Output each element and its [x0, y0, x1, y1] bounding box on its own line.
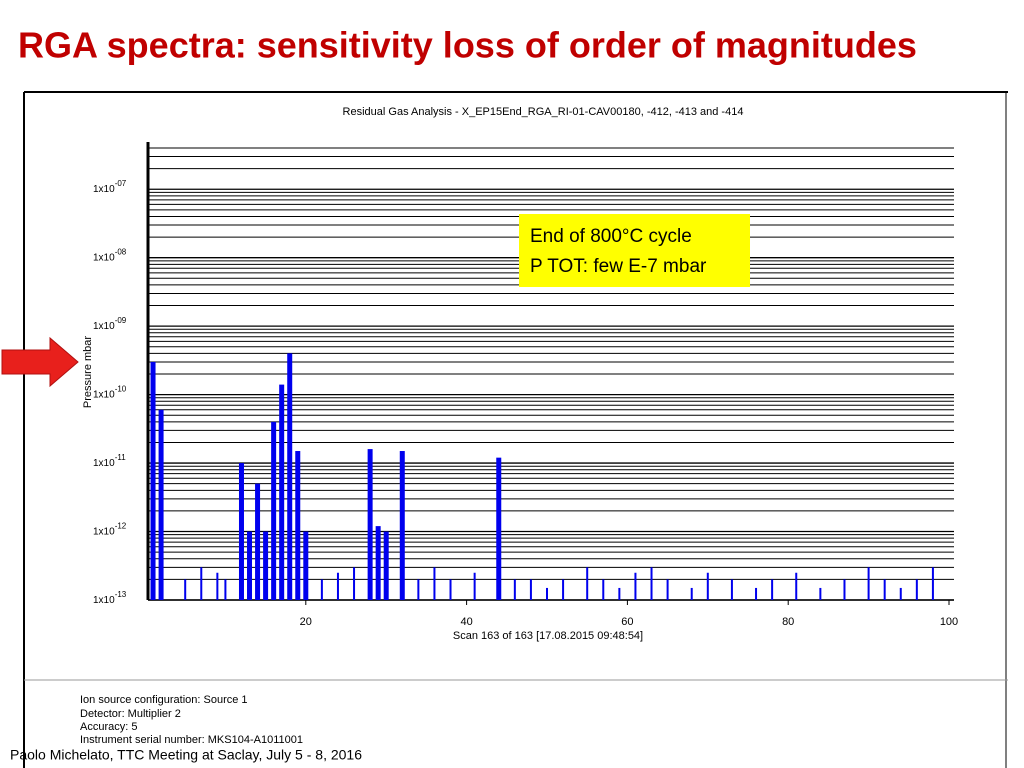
- peak: [224, 579, 227, 600]
- peak: [433, 567, 436, 600]
- peak: [336, 572, 339, 600]
- y-tick-label-base: 1x10: [93, 595, 115, 606]
- y-tick-label-base: 1x10: [93, 526, 115, 537]
- peak: [618, 587, 621, 600]
- y-tick-label-base: 1x10: [93, 389, 115, 400]
- peak: [602, 579, 605, 600]
- annotation: P TOT: few E-7 mbar: [530, 256, 707, 277]
- peak: [353, 567, 356, 600]
- peak: [513, 579, 516, 600]
- peak: [158, 409, 164, 600]
- y-tick-label: 1x10-12: [93, 522, 127, 538]
- x-axis-label: Scan 163 of 163 [17.08.2015 09:48:54]: [453, 630, 643, 642]
- peak: [449, 579, 452, 600]
- x-tick-label: 20: [300, 616, 312, 628]
- y-tick-label-exponent: -13: [115, 590, 127, 599]
- peak: [730, 579, 733, 600]
- peak: [399, 451, 405, 600]
- peak: [883, 579, 886, 600]
- peak: [271, 421, 277, 600]
- peak: [915, 579, 918, 600]
- peak: [899, 587, 902, 600]
- peak: [287, 353, 293, 600]
- y-tick-label: 1x10-08: [93, 248, 127, 264]
- peak: [819, 587, 822, 600]
- peak: [303, 531, 309, 600]
- peak: [586, 567, 589, 600]
- peak: [931, 567, 934, 600]
- y-tick-label-exponent: -12: [115, 522, 127, 531]
- y-tick-label-exponent: -10: [115, 385, 127, 394]
- y-tick-label: 1x10-09: [93, 316, 127, 332]
- x-tick-label: 100: [940, 616, 958, 628]
- y-tick-label-base: 1x10: [93, 252, 115, 263]
- info-line: Ion source configuration: Source 1: [80, 694, 248, 706]
- peak: [383, 531, 389, 600]
- y-tick-label: 1x10-11: [93, 453, 126, 469]
- peak: [546, 587, 548, 600]
- plot: 1x10-131x10-121x10-111x10-101x10-091x10-…: [93, 142, 958, 628]
- peak: [634, 572, 637, 600]
- x-tick-label: 80: [782, 616, 794, 628]
- peak: [184, 579, 187, 600]
- y-tick-label-exponent: -11: [115, 453, 127, 462]
- peak: [867, 567, 870, 600]
- x-tick-label: 60: [621, 616, 633, 628]
- peak: [295, 451, 301, 600]
- peak: [690, 587, 693, 600]
- peak: [417, 579, 420, 600]
- annotation: End of 800°C cycle: [530, 226, 692, 247]
- peak: [238, 463, 244, 600]
- peak: [200, 567, 203, 600]
- y-tick-label-base: 1x10: [93, 184, 115, 195]
- info-line: Instrument serial number: MKS104-A101100…: [80, 734, 303, 746]
- peak: [562, 579, 565, 600]
- y-tick-label-exponent: -09: [115, 316, 127, 325]
- chart-title: Residual Gas Analysis - X_EP15End_RGA_RI…: [343, 106, 744, 118]
- peak: [666, 579, 669, 600]
- peak: [216, 572, 219, 600]
- peak: [496, 457, 502, 600]
- slide-title: RGA spectra: sensitivity loss of order o…: [18, 25, 917, 66]
- peak: [255, 483, 261, 600]
- x-tick-label: 40: [460, 616, 472, 628]
- info-line: Detector: Multiplier 2: [80, 708, 181, 720]
- y-tick-label: 1x10-13: [93, 590, 127, 606]
- peak: [843, 579, 846, 600]
- footer: Paolo Michelato, TTC Meeting at Saclay, …: [10, 747, 362, 763]
- peak: [771, 579, 774, 600]
- arrow: [1, 336, 79, 388]
- peak: [755, 587, 758, 600]
- y-tick-label-base: 1x10: [93, 458, 115, 469]
- peak: [263, 531, 269, 600]
- y-tick-label-exponent: -07: [115, 179, 127, 188]
- peak: [375, 526, 381, 600]
- peak: [706, 572, 709, 600]
- peak: [247, 531, 253, 600]
- info-line: Accuracy: 5: [80, 721, 137, 733]
- peak: [279, 384, 285, 600]
- y-tick-label: 1x10-07: [93, 179, 127, 195]
- y-tick-label-base: 1x10: [93, 321, 115, 332]
- y-tick-label: 1x10-10: [93, 385, 127, 401]
- chart-frame: [23, 91, 1008, 768]
- peak: [795, 572, 798, 600]
- annotation-box: [519, 214, 750, 287]
- peak: [367, 449, 373, 600]
- peak: [150, 361, 156, 600]
- y-axis-label: Pressure mbar: [82, 336, 94, 408]
- peak: [529, 579, 532, 600]
- peak: [320, 579, 323, 600]
- peak: [473, 572, 476, 600]
- y-tick-label-exponent: -08: [115, 248, 127, 257]
- peak: [650, 567, 653, 600]
